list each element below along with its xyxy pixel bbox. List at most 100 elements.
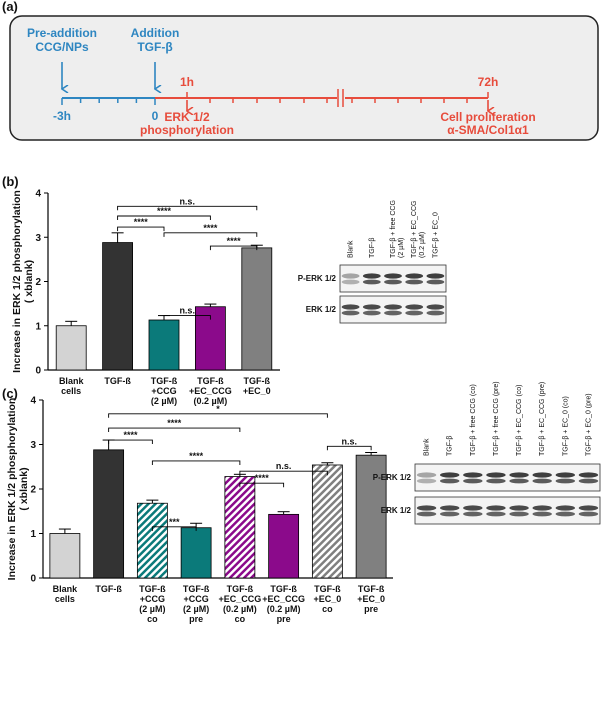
blot-band	[578, 511, 599, 517]
x-tick-label: TGF-ß +EC_0	[243, 376, 271, 396]
y-tick-label: 1	[30, 529, 36, 540]
significance-label: ****	[167, 418, 182, 428]
timeline-tick-label: 72h	[478, 75, 499, 89]
x-tick-label: Blank cells	[53, 584, 79, 604]
blot-band	[384, 279, 402, 285]
x-tick-label: TGF-ß +CCG (2 µM) co	[139, 584, 166, 624]
blot-band	[486, 478, 506, 484]
blot-lane-label: TGF-β + free CCG (pre)	[493, 381, 500, 456]
y-tick-label: 3	[35, 233, 41, 244]
blot-lane-label: TGF-β + EC_0 (pre)	[585, 393, 592, 456]
blot-row-label: ERK 1/2	[306, 305, 337, 314]
blot-band	[463, 472, 483, 478]
blot-band	[509, 478, 529, 484]
blot-band	[405, 304, 424, 310]
blot-band	[463, 478, 483, 484]
timeline-tick-label: 0	[152, 109, 159, 123]
y-tick-label: 0	[30, 574, 36, 585]
bar	[355, 454, 387, 579]
blot-row-label: ERK 1/2	[381, 506, 412, 515]
significance-label: n.s.	[179, 306, 195, 316]
blot-band	[416, 505, 437, 511]
blot-band	[426, 304, 445, 310]
y-axis-label: Increase in ERK 1/2 phosphorylation	[6, 398, 18, 581]
x-tick-label: TGF-ß +EC_CCG (0.2 µM) co	[218, 584, 261, 624]
blot-lane-label: TGF-β + EC_CCG (pre)	[539, 382, 546, 456]
blot-band	[532, 472, 552, 478]
panel-label: (b)	[2, 174, 19, 189]
significance-label: ***	[169, 517, 180, 527]
significance-bracket	[326, 445, 372, 451]
blot-band	[341, 310, 360, 316]
blot-band	[555, 472, 576, 478]
timeline-break	[337, 89, 344, 107]
bar	[55, 325, 87, 371]
blot-band	[463, 505, 483, 511]
blot-band	[486, 472, 506, 478]
x-tick-label: TGF-ß +CCG (2 µM) pre	[183, 584, 210, 624]
blot-lane-label: TGF-β + free CCG (co)	[470, 384, 477, 456]
bar	[311, 464, 343, 579]
significance-bracket	[209, 245, 258, 251]
y-axis-label: Increase in ERK 1/2 phosphorylation	[11, 190, 23, 373]
timeline-box	[9, 15, 599, 141]
significance-bracket	[239, 482, 285, 488]
significance-bracket	[151, 460, 241, 465]
blot-band	[426, 273, 445, 279]
blot-band	[384, 273, 402, 279]
blot-band	[439, 478, 460, 484]
blot-band	[384, 310, 402, 316]
blot-lane-label: Blank	[424, 438, 431, 456]
significance-bracket	[108, 413, 328, 418]
blot-band	[362, 273, 381, 279]
y-tick-label: 4	[35, 189, 41, 200]
blot-band	[555, 511, 576, 517]
significance-label: ****	[227, 236, 242, 246]
significance-bracket	[108, 427, 241, 433]
blot-frame	[414, 463, 601, 492]
blot-band	[405, 273, 424, 279]
x-tick-label: TGF-ß	[104, 376, 131, 386]
significance-bracket	[163, 315, 211, 320]
blot-lane-label: TGF-β + EC_CCG (co)	[516, 384, 523, 456]
significance-bracket	[151, 526, 197, 531]
blot-lane-label: TGF-β	[447, 436, 454, 456]
significance-bracket	[163, 232, 258, 237]
blot-band	[439, 511, 460, 517]
blot-band	[578, 472, 599, 478]
blot-band	[532, 505, 552, 511]
timeline: Pre-addition CCG/NPs Addition TGF-β -3h 0 …	[27, 26, 536, 137]
blot-band	[578, 478, 599, 484]
x-tick-label: TGF-ß +EC_CCG (0.2 µM)	[189, 376, 232, 406]
significance-bracket	[108, 439, 153, 445]
blot-band	[416, 511, 437, 517]
blot-lane-label: TGF-β	[369, 238, 376, 258]
blot-band	[416, 472, 437, 478]
y-tick-label: 1	[35, 321, 41, 332]
timeline-tick-label: -3h	[53, 109, 71, 123]
significance-label: *	[216, 404, 220, 414]
blot-row-label: P-ERK 1/2	[373, 473, 412, 482]
y-tick-label: 0	[35, 366, 41, 377]
significance-bracket	[117, 215, 211, 221]
blot-frame	[414, 496, 601, 525]
blot-band	[341, 273, 360, 279]
blot-band	[439, 505, 460, 511]
timeline-ticks	[186, 92, 489, 103]
blot-lane-label: TGF-β + EC_0	[432, 212, 439, 258]
timeline-label: Pre-addition CCG/NPs	[27, 26, 97, 54]
significance-label: ****	[134, 217, 149, 227]
blot-band	[341, 279, 360, 285]
bar	[180, 527, 212, 579]
significance-label: ****	[189, 451, 204, 461]
significance-label: ****	[157, 206, 172, 216]
blot-band	[509, 472, 529, 478]
x-tick-label: TGF-ß +EC_0 pre	[357, 584, 385, 614]
significance-bracket	[117, 205, 258, 211]
blot-band	[532, 478, 552, 484]
y-tick-label: 4	[30, 396, 36, 407]
blot-band	[509, 511, 529, 517]
blot-lane-label: Blank	[348, 240, 355, 258]
blot-lane-label: TGF-β + EC_0 (co)	[562, 396, 569, 456]
